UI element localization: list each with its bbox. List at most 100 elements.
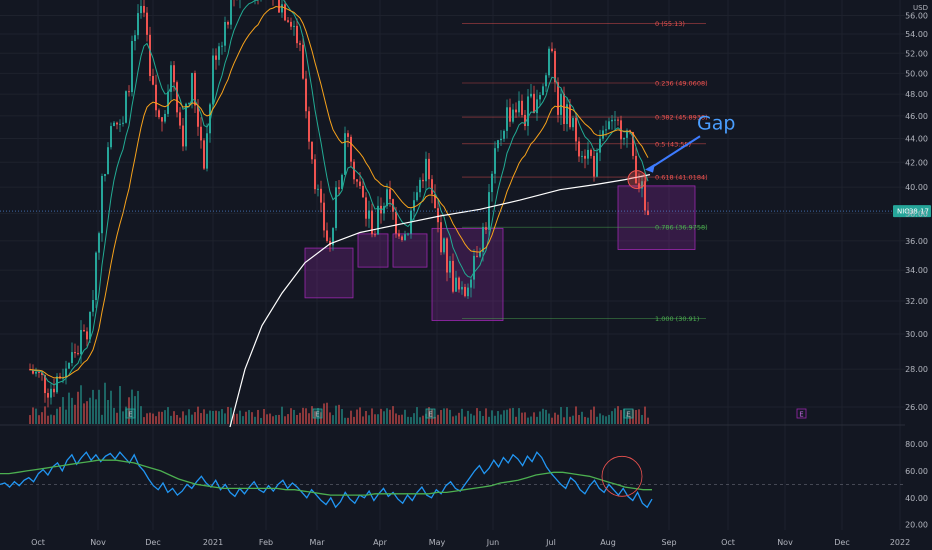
- volume-bar: [110, 390, 112, 424]
- candle-body: [122, 122, 124, 124]
- volume-bar: [452, 416, 454, 424]
- gap-highlight-circle: [627, 170, 647, 190]
- candle-body: [44, 374, 46, 394]
- volume-bar: [281, 406, 283, 424]
- volume-bar: [644, 406, 646, 424]
- candle-body: [563, 93, 565, 125]
- volume-bar: [143, 417, 145, 424]
- volume-bar: [101, 414, 103, 424]
- candle-body: [134, 35, 136, 42]
- ema-fast-line: [29, 0, 649, 386]
- volume-bar: [629, 416, 631, 424]
- volume-bar: [98, 389, 100, 424]
- rsi-highlight-circle: [601, 455, 643, 497]
- volume-bar: [62, 397, 64, 424]
- volume-bar: [248, 410, 250, 424]
- volume-bar: [542, 408, 544, 424]
- volume-bar: [209, 410, 211, 424]
- candle-body: [626, 130, 628, 138]
- volume-bar: [515, 416, 517, 424]
- candle-body: [635, 155, 637, 184]
- candle-body: [86, 331, 88, 340]
- volume-bar: [275, 415, 277, 424]
- volume-bar: [308, 413, 310, 424]
- volume-bar: [386, 408, 388, 424]
- volume-bar: [212, 410, 214, 424]
- volume-bar: [590, 409, 592, 424]
- volume-bar: [245, 411, 247, 424]
- candle-body: [167, 91, 169, 114]
- volume-bar: [476, 408, 478, 424]
- candle-body: [644, 181, 646, 211]
- volume-bar: [191, 414, 193, 424]
- candle-body: [206, 133, 208, 169]
- candle-body: [281, 4, 283, 13]
- candle-body: [458, 277, 460, 290]
- price-tick-label: 32.00: [905, 297, 928, 306]
- time-tick-label: Feb: [259, 538, 273, 547]
- volume-bar: [416, 407, 418, 424]
- candle-body: [431, 179, 433, 195]
- volume-bar: [299, 412, 301, 424]
- volume-bar: [47, 415, 49, 424]
- time-tick-label: Oct: [31, 538, 45, 547]
- volume-bar: [287, 414, 289, 424]
- candle-body: [509, 107, 511, 122]
- volume-bar: [155, 416, 157, 424]
- candle-body: [107, 147, 109, 175]
- volume-bar: [575, 406, 577, 424]
- candle-body: [308, 111, 310, 142]
- volume-bar: [524, 412, 526, 424]
- volume-bar: [485, 408, 487, 424]
- volume-bar: [419, 417, 421, 424]
- price-axis[interactable]: 26.00 28.00 30.00 32.00 34.00 36.00 38.00 40.00…: [905, 4, 928, 412]
- candle-body: [338, 187, 340, 189]
- consolidation-box: [617, 185, 696, 250]
- candle-body: [569, 104, 571, 128]
- candle-body: [614, 119, 616, 121]
- candle-body: [377, 205, 379, 235]
- volume-bar: [74, 404, 76, 424]
- volume-bar: [227, 406, 229, 424]
- candle-body: [602, 130, 604, 139]
- volume-bar: [95, 399, 97, 424]
- volume-bar: [284, 416, 286, 424]
- volume-bar: [251, 412, 253, 424]
- candle-body: [317, 188, 319, 190]
- candle-body: [35, 371, 37, 374]
- candle-body: [323, 202, 325, 231]
- volume-bar: [614, 408, 616, 424]
- price-tick-label: 46.00: [905, 112, 928, 121]
- candle-body: [470, 279, 472, 288]
- candle-body: [68, 363, 70, 369]
- candle-body: [446, 238, 448, 273]
- candle-body: [299, 43, 301, 45]
- volume-bar: [563, 417, 565, 424]
- candle-body: [515, 109, 517, 113]
- volume-bar: [599, 413, 601, 424]
- volume-bar: [293, 409, 295, 424]
- volume-bar: [389, 409, 391, 424]
- candle-body: [332, 228, 334, 246]
- volume-bar: [119, 386, 121, 424]
- volume-bar: [170, 415, 172, 424]
- candle-body: [557, 82, 559, 115]
- time-tick-label: Jun: [486, 538, 500, 547]
- candle-body: [500, 138, 502, 141]
- candle-body: [128, 91, 130, 93]
- volume-bar: [230, 407, 232, 424]
- volume-bar: [206, 413, 208, 424]
- time-axis[interactable]: Oct Nov Dec 2021 Feb Mar Apr May Jun Jul Aug Sep Oct…: [31, 538, 910, 547]
- candle-body: [578, 141, 580, 157]
- volume-bar: [617, 406, 619, 424]
- volume-bar: [440, 410, 442, 424]
- candle-body: [401, 236, 403, 241]
- volume-bar: [395, 413, 397, 424]
- candle-body: [65, 368, 67, 378]
- candle-body: [479, 251, 481, 257]
- price-tick-label: 28.00: [905, 365, 928, 374]
- rsi-tick-label: 60.00: [905, 467, 928, 476]
- candle-body: [224, 21, 226, 46]
- candle-body: [548, 48, 550, 76]
